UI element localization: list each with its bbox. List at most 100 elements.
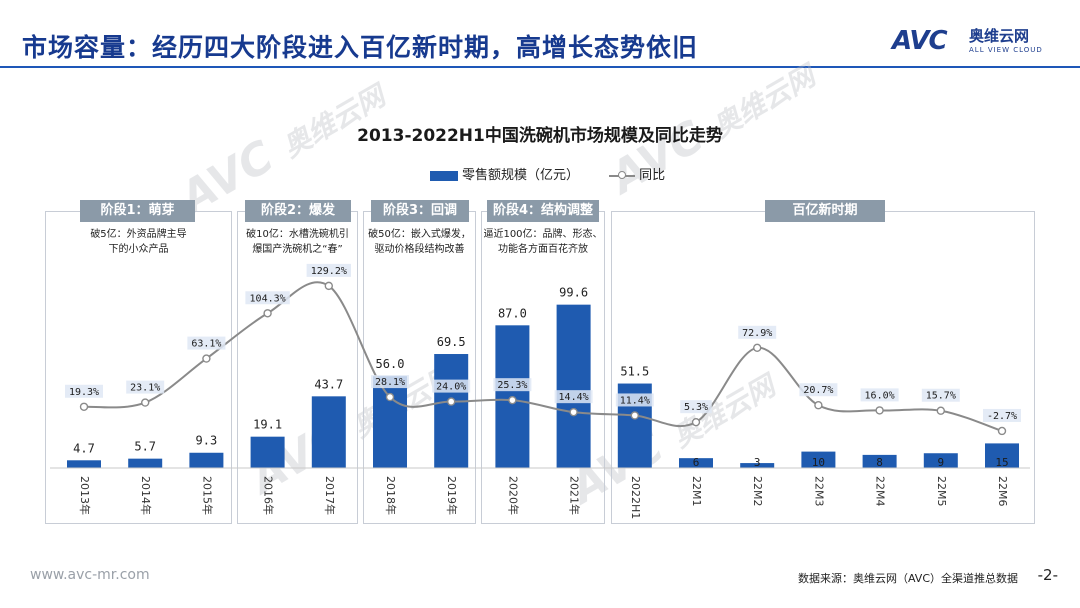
bar-value-label: 9 xyxy=(937,456,944,469)
stage-label-1: 阶段1：萌芽 xyxy=(80,200,195,222)
bar xyxy=(189,452,224,468)
yoy-value-label: 25.3% xyxy=(497,380,527,391)
yoy-label-bg xyxy=(921,388,960,402)
yoy-label-bg xyxy=(680,400,712,414)
yoy-value-label: 28.1% xyxy=(375,377,405,388)
bar xyxy=(985,443,1019,468)
yoy-point xyxy=(936,406,945,415)
yoy-label-bg xyxy=(65,384,103,398)
bar xyxy=(862,454,897,468)
yoy-point xyxy=(324,281,333,291)
header-divider xyxy=(0,66,1080,68)
bar-value-label: 4.7 xyxy=(73,441,95,455)
stage-label-4: 阶段4：结构调整 xyxy=(487,200,599,222)
yoy-label-bg xyxy=(738,325,777,339)
x-tick-label: 2022H1 xyxy=(629,476,642,519)
data-source: 数据来源：奥维云网（AVC）全渠道推总数据 xyxy=(797,572,1018,585)
x-tick-label: 2013年 xyxy=(78,476,92,515)
stage-label-2: 阶段2：爆发 xyxy=(245,200,351,222)
yoy-value-label: 63.1% xyxy=(191,339,221,350)
stage-desc-4: 逼近100亿：品牌、形态、 功能各方面百花齐放 xyxy=(483,229,603,255)
yoy-point xyxy=(79,402,89,411)
bar-value-label: 87.0 xyxy=(498,306,527,320)
yoy-point xyxy=(508,395,517,405)
bar-value-label: 6 xyxy=(693,456,700,469)
yoy-point xyxy=(691,417,701,427)
x-tick-label: 2016年 xyxy=(262,476,276,515)
stage-desc-2: 破10亿：水槽洗碗机引 爆国产洗碗机之“春” xyxy=(246,229,349,255)
yoy-point xyxy=(875,406,884,415)
bar-value-label: 3 xyxy=(754,456,761,469)
x-tick-label: 22M2 xyxy=(751,476,764,507)
logo-mark: AVC xyxy=(892,26,948,56)
bar-value-label: 99.6 xyxy=(559,286,588,300)
x-tick-label: 2014年 xyxy=(139,476,153,515)
chart-title: 2013-2022H1中国洗碗机市场规模及同比走势 xyxy=(357,126,723,146)
logo-en: ALL VIEW CLOUD xyxy=(969,46,1043,54)
yoy-value-label: 104.3% xyxy=(250,293,286,304)
yoy-point xyxy=(997,426,1007,436)
x-tick-label: 2019年 xyxy=(445,476,459,515)
bar-value-label: 51.5 xyxy=(620,365,649,379)
bar xyxy=(556,304,591,468)
yoy-label-bg xyxy=(615,393,654,407)
yoy-value-label: 16.0% xyxy=(865,390,895,401)
yoy-label-bg xyxy=(799,383,838,397)
x-tick-label: 2018年 xyxy=(384,476,398,515)
bar xyxy=(67,460,101,468)
yoy-value-label: 15.7% xyxy=(926,391,956,402)
yoy-value-label: 11.4% xyxy=(620,395,650,406)
chart-legend: 零售额规模（亿元） 同比 xyxy=(430,164,665,183)
bar xyxy=(740,463,775,468)
yoy-value-label: 14.4% xyxy=(559,392,589,403)
yoy-label-bg xyxy=(493,378,532,392)
yoy-point xyxy=(569,407,578,417)
bar xyxy=(373,376,407,468)
yoy-value-label: 24.0% xyxy=(436,382,466,393)
bar xyxy=(434,354,469,468)
page-number: -2- xyxy=(1037,566,1058,584)
bar-value-label: 5.7 xyxy=(134,440,156,454)
logo-cn: 奥维云网 xyxy=(969,27,1030,45)
yoy-point xyxy=(202,354,211,363)
stage-label-3: 阶段3：回调 xyxy=(371,200,469,222)
yoy-point xyxy=(753,343,762,353)
bar-value-label: 9.3 xyxy=(196,434,218,448)
yoy-label-bg xyxy=(860,388,899,402)
yoy-label-bg xyxy=(554,390,593,404)
yoy-label-bg xyxy=(983,408,1021,422)
stage-desc-3: 破50亿：嵌入式爆发， 驱动价格段结构改善 xyxy=(368,229,471,255)
bar xyxy=(311,396,346,468)
bar-value-label: 8 xyxy=(876,456,883,469)
x-tick-label: 2021年 xyxy=(568,476,582,515)
yoy-value-label: 23.1% xyxy=(130,383,160,394)
bar-value-label: 19.1 xyxy=(253,418,282,432)
x-tick-label: 2020年 xyxy=(506,476,520,515)
bar xyxy=(128,458,163,468)
bar-value-label: 10 xyxy=(812,456,825,469)
x-tick-label: 2017年 xyxy=(323,476,337,515)
yoy-value-label: 20.7% xyxy=(803,385,833,396)
yoy-value-label: 72.9% xyxy=(742,328,772,339)
yoy-line xyxy=(83,281,1003,432)
bar-value-label: 56.0 xyxy=(376,357,405,371)
yoy-label-bg xyxy=(432,379,471,393)
bar xyxy=(250,436,285,468)
yoy-label-bg xyxy=(187,336,226,350)
bar-value-label: 69.5 xyxy=(437,335,466,349)
yoy-label-bg xyxy=(371,375,409,389)
legend-bar-swatch xyxy=(430,170,458,181)
yoy-point xyxy=(263,309,272,318)
brand-logo: AVC 奥维云网 ALL VIEW CLOUD xyxy=(892,22,1062,62)
legend-line-label: 同比 xyxy=(639,168,666,183)
x-tick-label: 22M1 xyxy=(690,476,703,507)
yoy-point xyxy=(814,401,823,410)
stage-desc-1: 破5亿：外资品牌主导 下的小众产品 xyxy=(90,229,187,255)
bar xyxy=(679,458,713,468)
x-tick-label: 22M6 xyxy=(996,476,1009,507)
yoy-value-label: 129.2% xyxy=(311,266,347,277)
x-tick-label: 22M3 xyxy=(812,476,825,507)
legend-bar-label: 零售额规模（亿元） xyxy=(462,168,580,183)
yoy-label-bg xyxy=(245,291,290,305)
